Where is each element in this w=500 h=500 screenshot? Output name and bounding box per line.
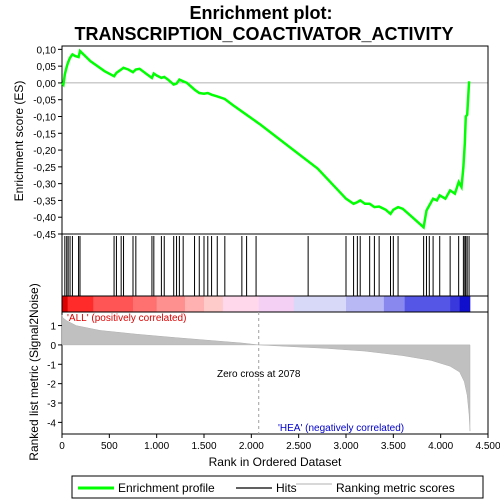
chart-title-line2: TRANSCRIPTION_COACTIVATOR_ACTIVITY: [74, 24, 453, 44]
es-y-tick-label: -0,45: [33, 230, 56, 241]
x-axis-ticks: 0 500 1.000 1.500 2.000 2.500 3.000 3.500 4.000 4…: [59, 434, 500, 452]
metric-y-tick-label: -2: [47, 380, 56, 391]
es-panel: 0,10 0,05 0,00 -0,05 -0,10 -0,15 -0,20 -0,25 -0,…: [12, 45, 488, 241]
x-tick-label: 1.500: [191, 441, 216, 452]
es-y-tick-label: -0,10: [33, 113, 56, 124]
gradient-segment: [185, 296, 204, 312]
metric-y-axis-label: Ranked list metric (Signal2Noise): [27, 283, 41, 460]
legend: Enrichment profile Hits Ranking metric s…: [72, 476, 483, 498]
x-tick-label: 0: [59, 441, 65, 452]
es-y-tick-label: -0,35: [33, 196, 56, 207]
x-tick-label: 2.500: [286, 441, 311, 452]
x-axis-label: Rank in Ordered Dataset: [209, 455, 342, 469]
gradient-segment: [460, 296, 471, 312]
gradient-segment: [157, 296, 186, 312]
x-tick-label: 3.500: [381, 441, 406, 452]
chart-title-line1: Enrichment plot:: [190, 3, 333, 23]
metric-y-tick-label: 0: [50, 341, 56, 352]
gradient-segment: [93, 296, 133, 312]
es-y-tick-label: -0,20: [33, 146, 56, 157]
negative-label: 'HEA' (negatively correlated): [278, 423, 404, 434]
gradient-segment: [259, 296, 295, 312]
es-y-ticks: 0,10 0,05 0,00 -0,05 -0,10 -0,15 -0,20 -0,25 -0,…: [33, 45, 62, 241]
es-y-tick-label: -0,25: [33, 163, 56, 174]
zero-cross-label: Zero cross at 2078: [217, 369, 301, 380]
es-y-tick-label: 0,10: [37, 45, 57, 56]
x-tick-label: 1.000: [144, 441, 169, 452]
gradient-segment: [204, 296, 223, 312]
es-y-axis-label: Enrichment score (ES): [12, 81, 26, 202]
rank-gradient-bar: [62, 296, 488, 312]
positive-label: 'ALL' (positively correlated): [67, 313, 186, 324]
es-y-tick-label: 0,05: [37, 62, 57, 73]
x-tick-label: 500: [101, 441, 118, 452]
metric-y-tick-label: -4: [47, 418, 56, 429]
gradient-segment: [133, 296, 157, 312]
legend-label-enrichment: Enrichment profile: [118, 481, 215, 495]
metric-y-ticks: 1 0 -1 -2 -3 -4: [47, 322, 62, 430]
hits-panel: [62, 234, 488, 296]
gradient-segment: [450, 296, 460, 312]
es-panel-frame: [62, 46, 488, 234]
x-tick-label: 3.000: [333, 441, 358, 452]
x-tick-label: 2.000: [239, 441, 264, 452]
gradient-segment: [294, 296, 346, 312]
metric-y-tick-label: -1: [47, 360, 56, 371]
x-tick-label: 4.500: [475, 441, 500, 452]
gradient-segment: [68, 296, 94, 312]
gradient-segment: [405, 296, 451, 312]
gradient-segment: [62, 296, 68, 312]
gradient-segment: [223, 296, 259, 312]
es-y-tick-label: -0,40: [33, 213, 56, 224]
legend-label-ranking: Ranking metric scores: [336, 481, 455, 495]
gradient-segment: [346, 296, 384, 312]
legend-label-hits: Hits: [276, 481, 297, 495]
es-y-tick-label: -0,15: [33, 129, 56, 140]
es-y-tick-label: -0,30: [33, 180, 56, 191]
gradient-segment: [384, 296, 405, 312]
metric-y-tick-label: 1: [50, 322, 56, 333]
x-tick-label: 4.000: [428, 441, 453, 452]
metric-y-tick-label: -3: [47, 399, 56, 410]
es-y-tick-label: -0,05: [33, 96, 56, 107]
es-y-tick-label: 0,00: [37, 79, 57, 90]
